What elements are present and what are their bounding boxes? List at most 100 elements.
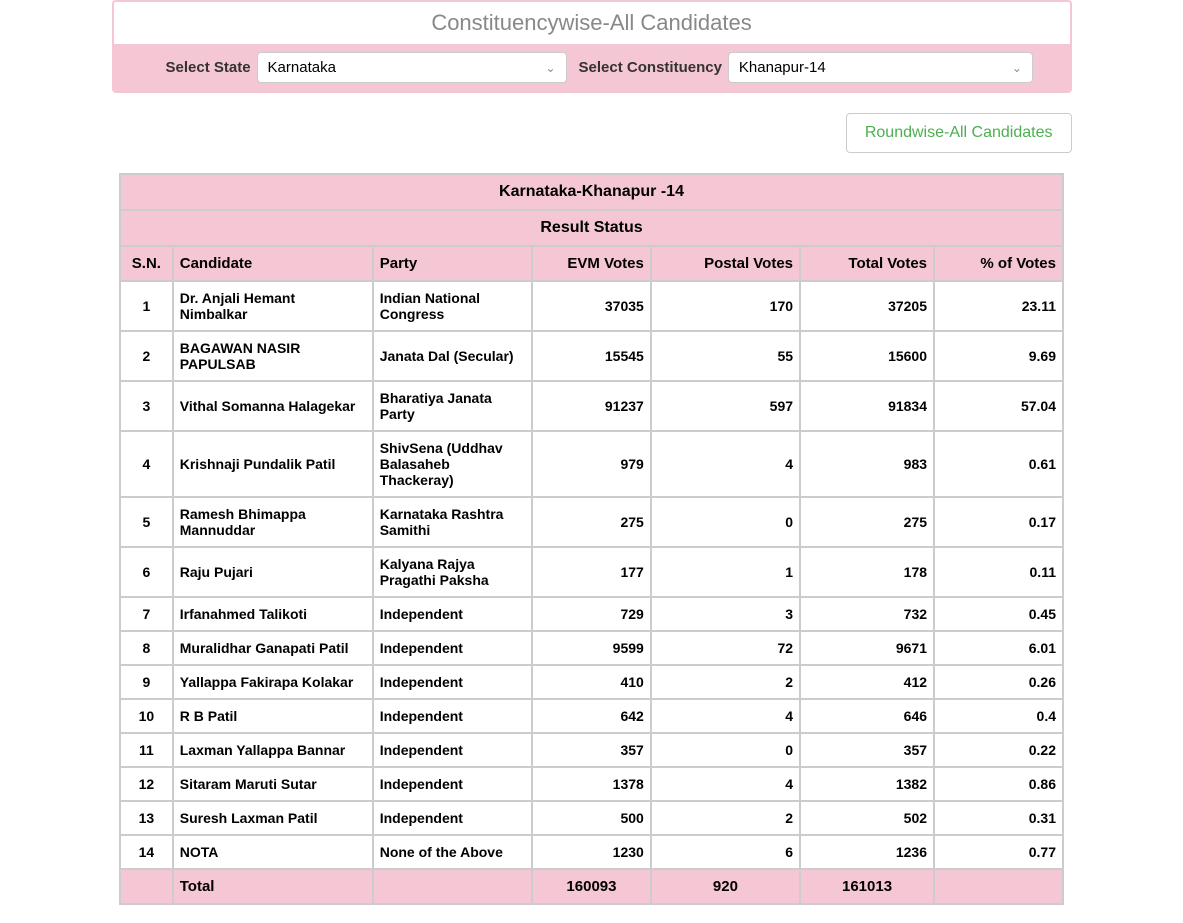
- cell-evm: 642: [533, 700, 650, 732]
- results-table: Karnataka-Khanapur -14 Result Status S.N…: [119, 173, 1064, 905]
- cell-evm: 9599: [533, 632, 650, 664]
- cell-evm: 979: [533, 432, 650, 496]
- cell-candidate: NOTA: [174, 836, 372, 868]
- cell-evm: 177: [533, 548, 650, 596]
- cell-party: Indian National Congress: [374, 282, 531, 330]
- cell-postal: 4: [652, 768, 799, 800]
- cell-total: 9671: [801, 632, 933, 664]
- cell-total: 178: [801, 548, 933, 596]
- cell-party: ShivSena (Uddhav Balasaheb Thackeray): [374, 432, 531, 496]
- table-row: 7 Irfanahmed Talikoti Independent 729 3 …: [121, 598, 1062, 630]
- cell-candidate: Sitaram Maruti Sutar: [174, 768, 372, 800]
- cell-pct: 0.11: [935, 548, 1062, 596]
- table-title-row: Karnataka-Khanapur -14: [121, 175, 1062, 209]
- filter-panel: Constituencywise-All Candidates Select S…: [112, 0, 1072, 93]
- state-label: Select State: [126, 59, 251, 76]
- cell-evm: 729: [533, 598, 650, 630]
- cell-sn: 8: [121, 632, 172, 664]
- total-total: 161013: [801, 870, 933, 903]
- cell-candidate: Suresh Laxman Patil: [174, 802, 372, 834]
- cell-party: Independent: [374, 666, 531, 698]
- cell-candidate: Krishnaji Pundalik Patil: [174, 432, 372, 496]
- cell-sn: 10: [121, 700, 172, 732]
- cell-party: Independent: [374, 700, 531, 732]
- cell-postal: 72: [652, 632, 799, 664]
- table-row: 12 Sitaram Maruti Sutar Independent 1378…: [121, 768, 1062, 800]
- cell-postal: 6: [652, 836, 799, 868]
- chevron-down-icon: ⌄: [545, 61, 555, 75]
- header-pct: % of Votes: [935, 247, 1062, 280]
- roundwise-button[interactable]: Roundwise-All Candidates: [846, 113, 1072, 153]
- cell-party: Independent: [374, 734, 531, 766]
- cell-party: None of the Above: [374, 836, 531, 868]
- cell-evm: 15545: [533, 332, 650, 380]
- total-label: Total: [174, 870, 372, 903]
- table-row: 11 Laxman Yallappa Bannar Independent 35…: [121, 734, 1062, 766]
- cell-party: Independent: [374, 768, 531, 800]
- table-row: 3 Vithal Somanna Halagekar Bharatiya Jan…: [121, 382, 1062, 430]
- filter-bar: Select State Karnataka ⌄ Select Constitu…: [114, 44, 1070, 91]
- cell-candidate: Vithal Somanna Halagekar: [174, 382, 372, 430]
- cell-total: 646: [801, 700, 933, 732]
- table-row: 13 Suresh Laxman Patil Independent 500 2…: [121, 802, 1062, 834]
- cell-candidate: Dr. Anjali Hemant Nimbalkar: [174, 282, 372, 330]
- cell-evm: 1230: [533, 836, 650, 868]
- state-value: Karnataka: [268, 59, 336, 76]
- cell-evm: 1378: [533, 768, 650, 800]
- table-total-row: Total 160093 920 161013: [121, 870, 1062, 903]
- cell-sn: 12: [121, 768, 172, 800]
- cell-pct: 23.11: [935, 282, 1062, 330]
- cell-sn: 1: [121, 282, 172, 330]
- cell-pct: 0.45: [935, 598, 1062, 630]
- table-row: 1 Dr. Anjali Hemant Nimbalkar Indian Nat…: [121, 282, 1062, 330]
- cell-postal: 2: [652, 666, 799, 698]
- cell-postal: 0: [652, 734, 799, 766]
- header-evm: EVM Votes: [533, 247, 650, 280]
- cell-candidate: Laxman Yallappa Bannar: [174, 734, 372, 766]
- cell-candidate: Muralidhar Ganapati Patil: [174, 632, 372, 664]
- cell-candidate: BAGAWAN NASIR PAPULSAB: [174, 332, 372, 380]
- cell-evm: 500: [533, 802, 650, 834]
- constituency-label: Select Constituency: [573, 59, 722, 76]
- cell-party: Janata Dal (Secular): [374, 332, 531, 380]
- cell-sn: 9: [121, 666, 172, 698]
- cell-pct: 57.04: [935, 382, 1062, 430]
- table-row: 6 Raju Pujari Kalyana Rajya Pragathi Pak…: [121, 548, 1062, 596]
- cell-sn: 13: [121, 802, 172, 834]
- cell-total: 357: [801, 734, 933, 766]
- cell-party: Independent: [374, 802, 531, 834]
- total-evm: 160093: [533, 870, 650, 903]
- cell-pct: 6.01: [935, 632, 1062, 664]
- table-header-row: S.N. Candidate Party EVM Votes Postal Vo…: [121, 247, 1062, 280]
- table-row: 8 Muralidhar Ganapati Patil Independent …: [121, 632, 1062, 664]
- constituency-select[interactable]: Khanapur-14 ⌄: [728, 52, 1033, 83]
- cell-total: 15600: [801, 332, 933, 380]
- table-subtitle-row: Result Status: [121, 211, 1062, 245]
- cell-total: 91834: [801, 382, 933, 430]
- state-select[interactable]: Karnataka ⌄: [257, 52, 567, 83]
- header-sn: S.N.: [121, 247, 172, 280]
- table-row: 2 BAGAWAN NASIR PAPULSAB Janata Dal (Sec…: [121, 332, 1062, 380]
- table-row: 9 Yallappa Fakirapa Kolakar Independent …: [121, 666, 1062, 698]
- cell-total: 37205: [801, 282, 933, 330]
- cell-evm: 37035: [533, 282, 650, 330]
- cell-total: 275: [801, 498, 933, 546]
- cell-sn: 7: [121, 598, 172, 630]
- cell-postal: 1: [652, 548, 799, 596]
- cell-total: 412: [801, 666, 933, 698]
- cell-pct: 0.22: [935, 734, 1062, 766]
- cell-postal: 597: [652, 382, 799, 430]
- cell-party: Bharatiya Janata Party: [374, 382, 531, 430]
- cell-evm: 357: [533, 734, 650, 766]
- cell-pct: 0.4: [935, 700, 1062, 732]
- cell-pct: 0.86: [935, 768, 1062, 800]
- total-postal: 920: [652, 870, 799, 903]
- cell-evm: 91237: [533, 382, 650, 430]
- table-row: 4 Krishnaji Pundalik Patil ShivSena (Udd…: [121, 432, 1062, 496]
- cell-postal: 3: [652, 598, 799, 630]
- cell-postal: 55: [652, 332, 799, 380]
- cell-sn: 4: [121, 432, 172, 496]
- cell-total: 983: [801, 432, 933, 496]
- total-sn: [121, 870, 172, 903]
- total-party: [374, 870, 531, 903]
